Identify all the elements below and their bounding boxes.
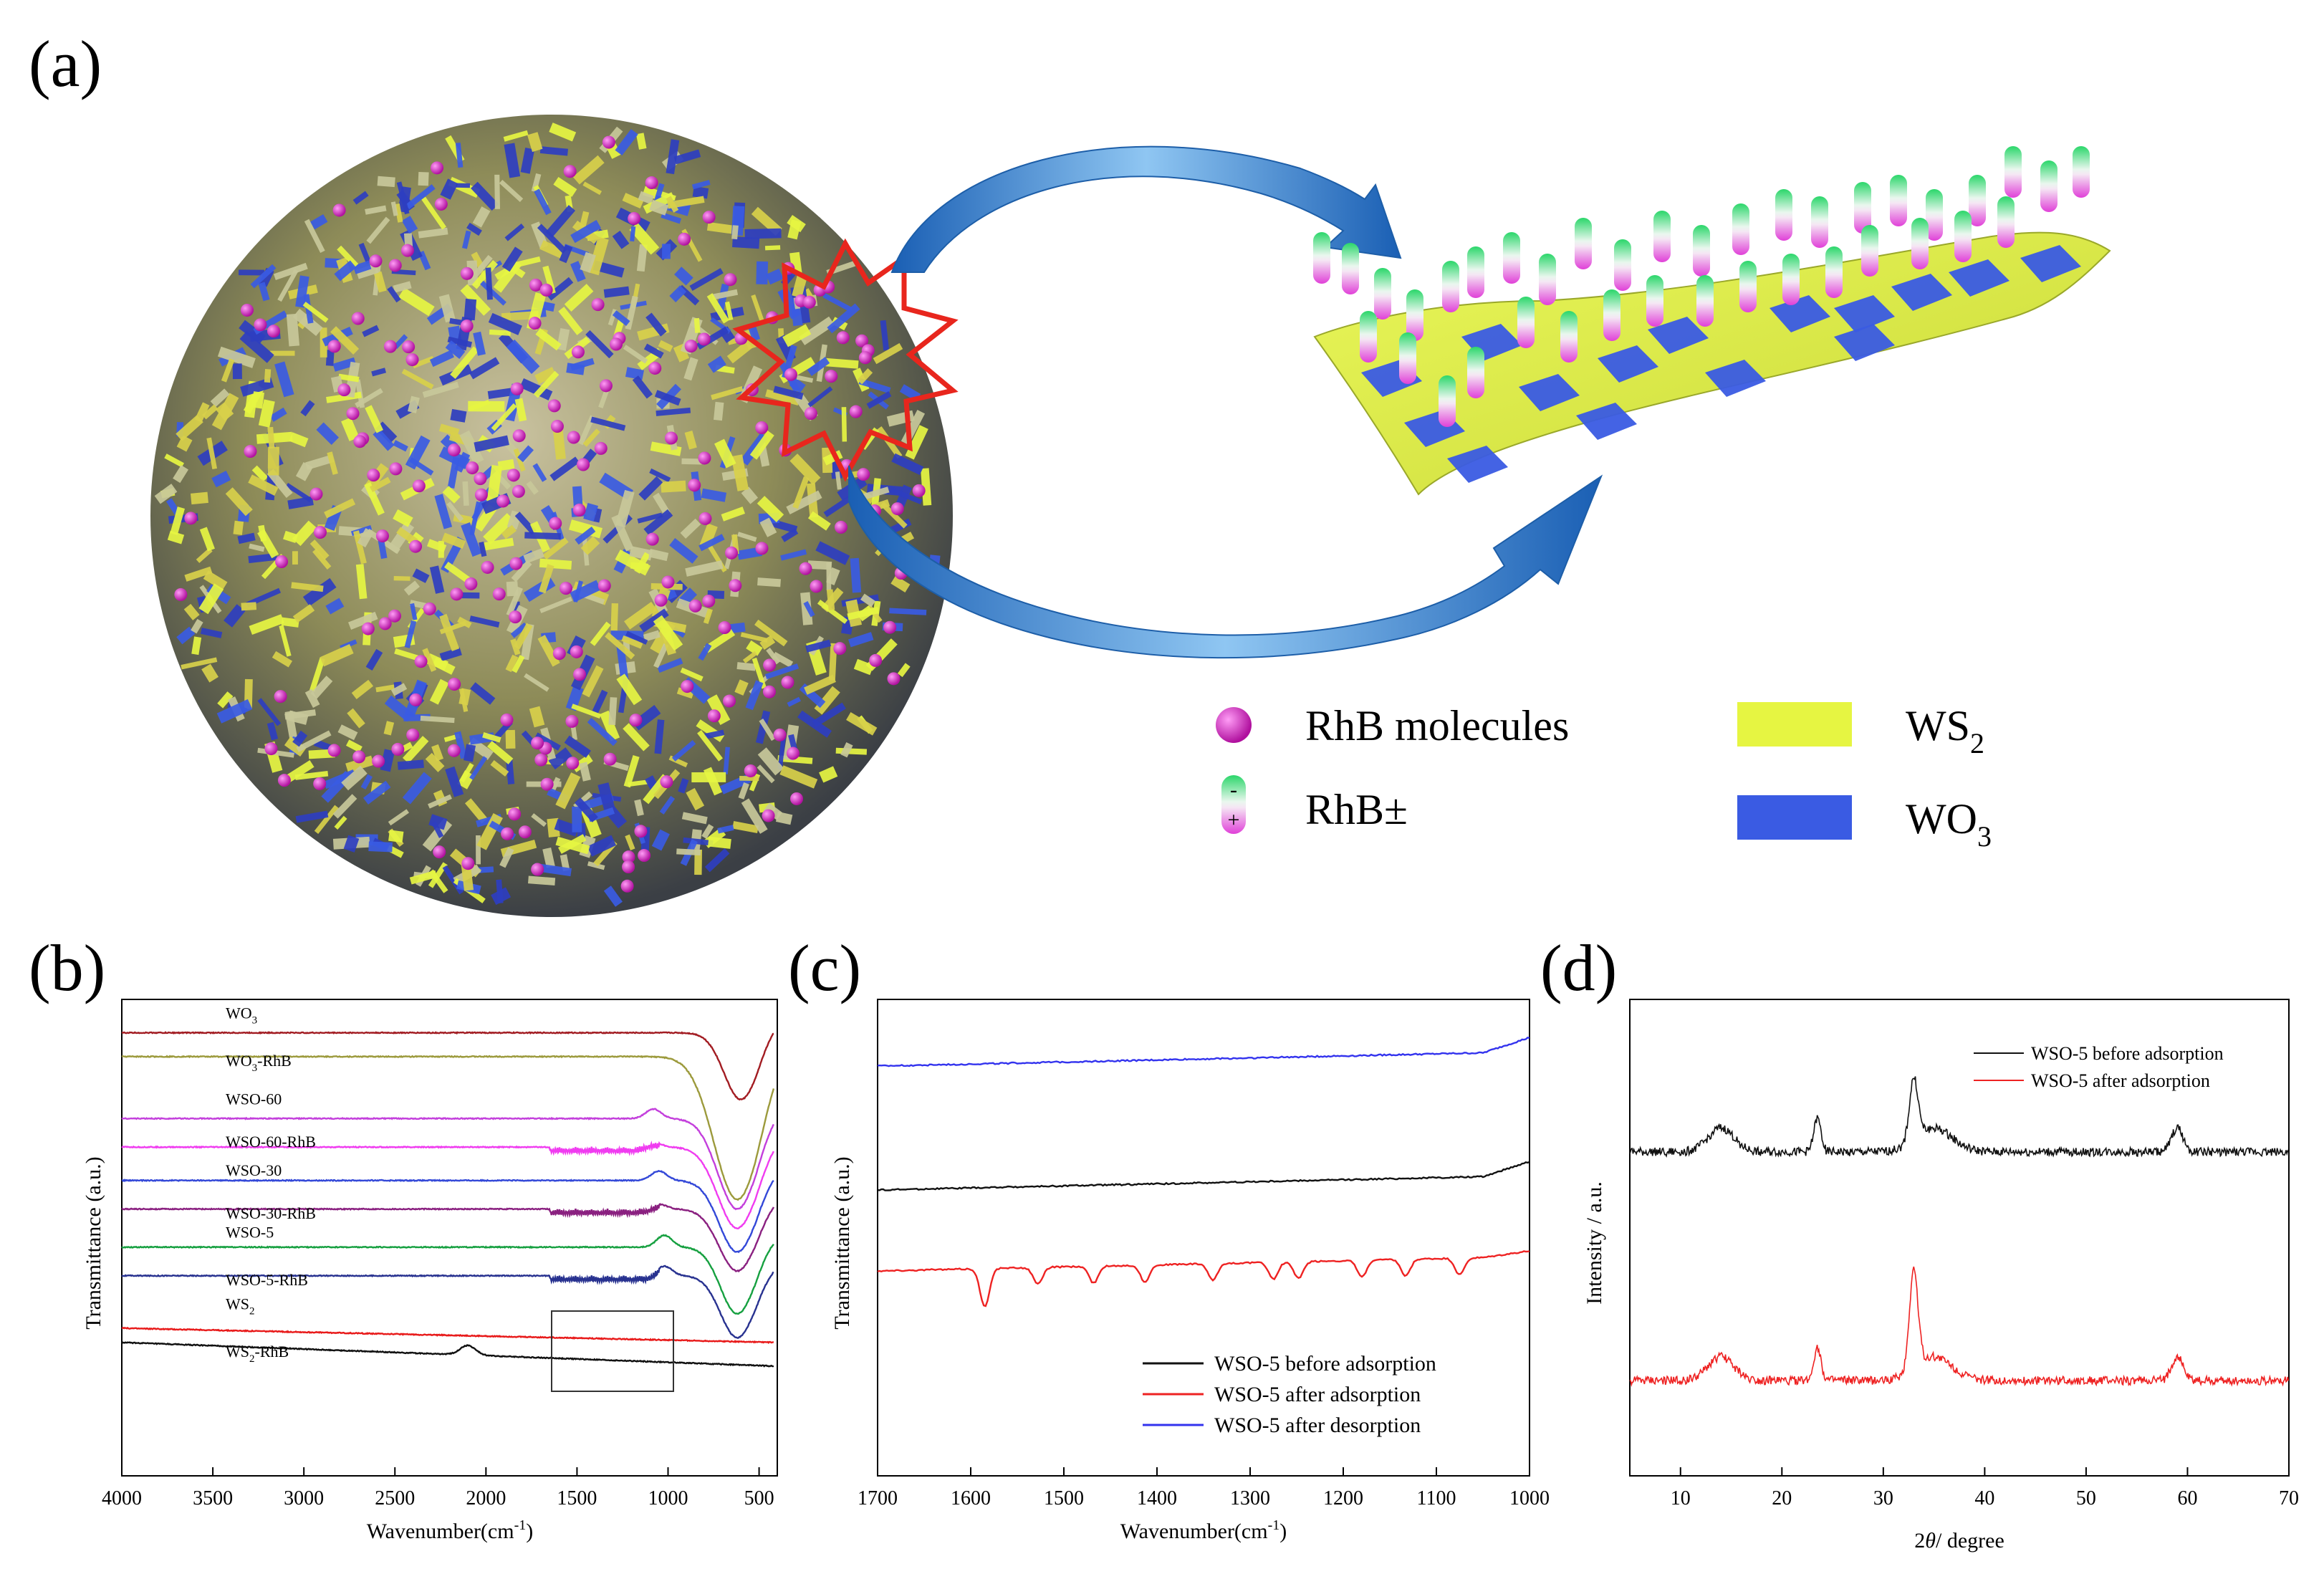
panel-d: (d) 10 20 30 40 50 60 70 2θ/ degree Intensity … [1540,931,2299,1552]
series-line-WS2 [121,1326,774,1344]
chart-c-ylabel: Transmittance (a.u.) [830,1156,854,1329]
legend-entry: WSO-5 before adsorption [2031,1043,2224,1064]
chart-b-inset-box [551,1310,674,1392]
panel-a-label: (a) [29,27,102,100]
series-label-WS2: WS2 [226,1295,255,1317]
x-tick-label: 30 [1873,1487,1893,1510]
chart-b-frame [121,999,778,1477]
series-label-WSO-60-RhB: WSO-60-RhB [226,1133,316,1151]
series-line-c-0 [877,1161,1530,1191]
curved-arrow-lower [848,465,1603,659]
x-tick-label: 1300 [1230,1487,1270,1510]
series-label-WSO-30-RhB: WSO-30-RhB [226,1204,316,1222]
panel-c-label: (c) [788,931,861,1004]
series-label-WSO-30: WSO-30 [226,1161,282,1179]
series-label-WS2-RhB: WS2-RhB [226,1343,289,1365]
ws2-swatch [1737,702,1852,747]
chart-c-frame [877,999,1530,1477]
series-line-WSO-60-RhB [121,1141,774,1230]
series-line-WSO-30 [121,1169,774,1254]
x-tick-label: 1000 [1509,1487,1550,1510]
legend-entry: WSO-5 before adsorption [1214,1352,1436,1376]
chart-b-ylabel: Transmittance (a.u.) [82,1156,105,1329]
series-line-c-1 [877,1250,1530,1307]
chart-b-plot: WO3 WO3-RhB WSO-60 WSO-60-RhB WSO-30 WSO-30-R… [121,1004,775,1368]
chart-d-plot [1629,1076,2290,1388]
series-line-d-1 [1629,1266,2290,1388]
panel-a: (a) RhB molecules - + RhB± [29,27,2111,917]
wo3-swatch [1737,795,1852,840]
sheet-zoom [1313,146,2111,496]
x-tick-label: 1400 [1137,1487,1177,1510]
panel-b: (b) WO3 WO3-RhB WSO-60 WSO-60-RhB WSO-30 WSO-… [29,931,778,1543]
legend-wo3: WO3 [1906,795,1992,853]
x-tick-label: 1100 [1417,1487,1456,1510]
rhb-molecule-legend-icon [1216,707,1252,743]
series-line-WSO-60 [121,1108,774,1211]
series-line-c-2 [877,1037,1530,1067]
x-tick-label: 1200 [1323,1487,1363,1510]
chart-c-legend: WSO-5 before adsorption WSO-5 after adsor… [1143,1352,1436,1437]
legend-ws2: WS2 [1906,702,1984,759]
x-tick-label: 1500 [1044,1487,1084,1510]
x-tick-label: 2500 [375,1487,415,1510]
x-tick-label: 3500 [193,1487,233,1510]
series-line-WSO-5 [121,1234,774,1315]
x-tick-label: 60 [2177,1487,2197,1510]
series-line-WSO-5-RhB [121,1264,774,1339]
x-tick-label: 20 [1772,1487,1792,1510]
chart-b-xlabel: Wavenumber(cm-1) [367,1517,534,1543]
x-tick-label: 10 [1671,1487,1691,1510]
series-line-d-0 [1629,1076,2290,1158]
legend-entry: WSO-5 after adsorption [2031,1070,2210,1091]
x-tick-label: 1700 [858,1487,898,1510]
chart-d-ylabel: Intensity / a.u. [1583,1181,1606,1305]
x-tick-label: 3000 [284,1487,324,1510]
x-tick-label: 4000 [102,1487,142,1510]
nanoflower-sphere [150,115,953,917]
legend-rhb-charged: RhB± [1305,786,1408,833]
x-tick-label: 2000 [466,1487,506,1510]
chart-d-frame [1629,999,2290,1477]
legend-entry: WSO-5 after desorption [1214,1414,1421,1437]
x-tick-label: 40 [1974,1487,1994,1510]
series-line-WO3-RhB [121,1055,775,1201]
red-star-highlight [732,238,959,482]
legend-entry: WSO-5 after adsorption [1214,1383,1421,1406]
panel-b-label: (b) [29,931,105,1004]
series-line-WS2-RhB [121,1341,774,1368]
svg-text:-: - [1230,778,1237,802]
series-label-WSO-5-RhB: WSO-5-RhB [226,1271,308,1289]
x-tick-label: 500 [744,1487,774,1510]
x-tick-label: 1500 [557,1487,597,1510]
rhb-charged-legend-icon: - + [1221,775,1246,834]
series-label-WSO-5: WSO-5 [226,1224,274,1242]
chart-c-xlabel: Wavenumber(cm-1) [1120,1517,1287,1543]
x-tick-label: 1000 [648,1487,688,1510]
series-line-WO3 [121,1031,774,1101]
series-label-WO3: WO3 [226,1004,257,1027]
legend-rhb-molecules: RhB molecules [1305,702,1569,749]
chart-d-xlabel: 2θ/ degree [1914,1529,2004,1552]
x-tick-label: 1600 [951,1487,991,1510]
chart-d-legend: WSO-5 before adsorption WSO-5 after adsor… [1974,1043,2224,1091]
panel-d-label: (d) [1540,931,1617,1004]
x-tick-label: 70 [2279,1487,2299,1510]
svg-text:+: + [1228,808,1240,832]
panel-c: (c) 1700 1600 1500 1400 1300 1200 1100 1000 Wav… [788,931,1550,1543]
series-label-WO3-RhB: WO3-RhB [226,1052,292,1074]
chart-c-plot [877,1037,1530,1307]
schematic-legend: RhB molecules - + RhB± WS2 WO3 [1216,702,1992,853]
series-label-WSO-60: WSO-60 [226,1090,282,1108]
x-tick-label: 50 [2076,1487,2096,1510]
curved-arrow-upper [890,145,1402,273]
series-line-WSO-30-RhB [121,1202,774,1273]
